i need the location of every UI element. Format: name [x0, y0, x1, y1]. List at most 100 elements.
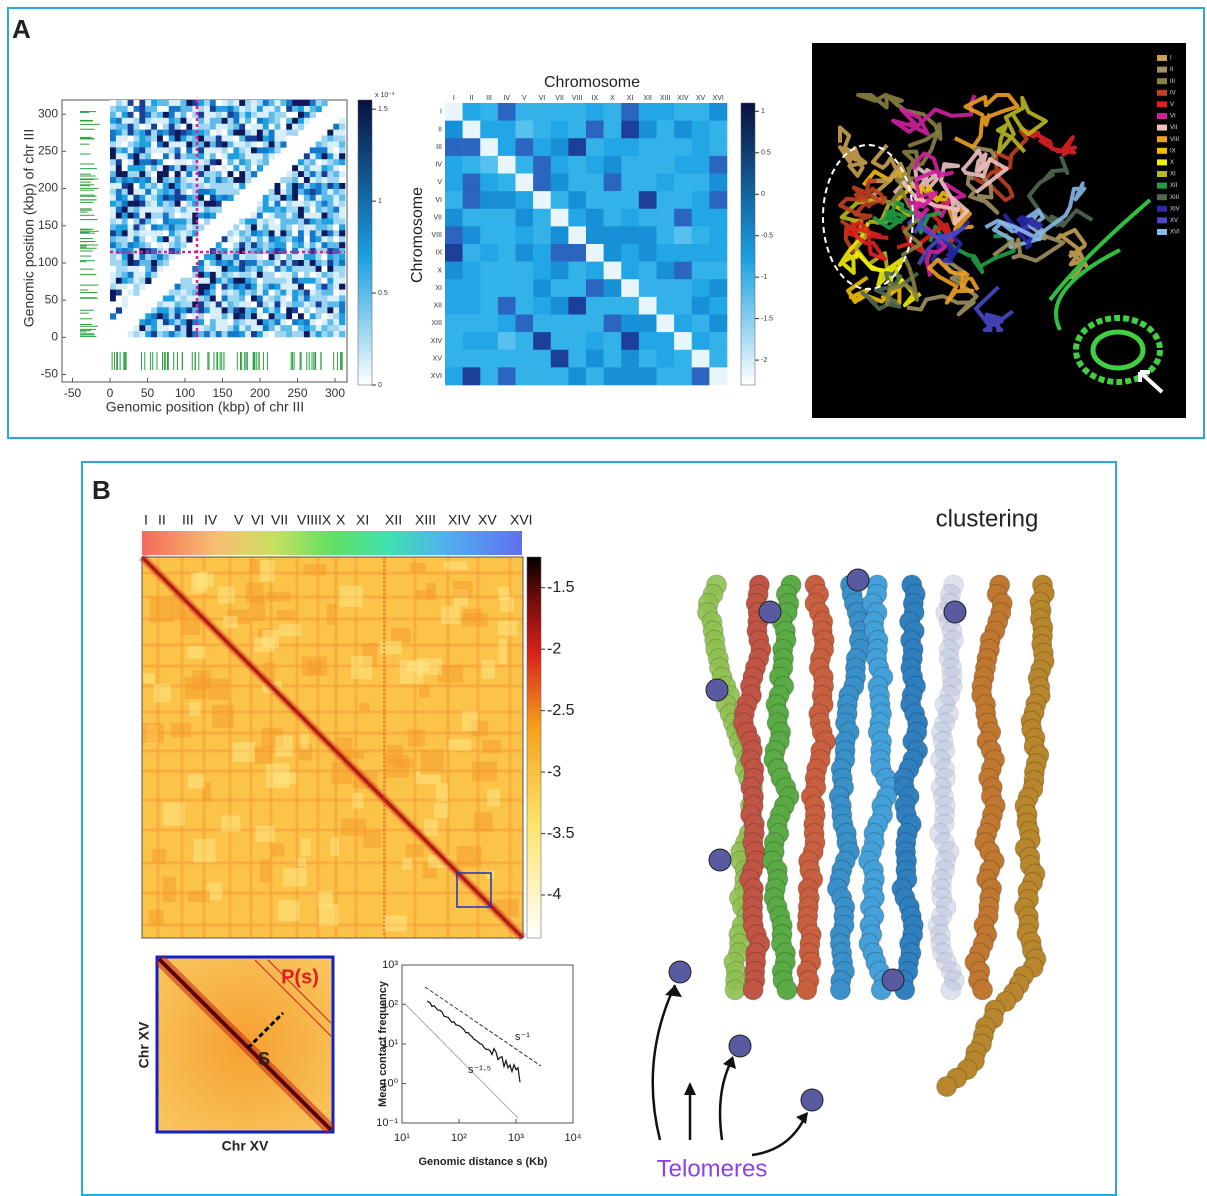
heatmap-cell [251, 284, 257, 290]
heatmap-cell [116, 284, 122, 290]
heatmap-cell [333, 195, 339, 201]
legend-swatch [1157, 67, 1167, 73]
arrow-head [665, 985, 682, 997]
heatmap-cell [604, 297, 622, 315]
heatmap-cell [145, 325, 151, 331]
heatmap-cell [186, 224, 192, 230]
heatmap-cell [210, 290, 216, 296]
heatmap-cell [222, 325, 228, 331]
heatmap-cell [316, 301, 322, 307]
heatmap-cell [128, 189, 134, 195]
heatmap-cell [175, 242, 181, 248]
heatmap-cell [128, 177, 134, 183]
heatmap-cell [639, 315, 657, 333]
heatmap-cell [239, 183, 245, 189]
heatmap-patch [457, 846, 482, 867]
heatmap-cell [339, 331, 345, 337]
heatmap-cell [110, 278, 116, 284]
heatmap-cell [333, 272, 339, 278]
heatmap-cell [586, 297, 604, 315]
heatmap-cell [128, 272, 134, 278]
heatmap-cell [286, 207, 292, 213]
colorbar-tick-label: -4 [547, 886, 561, 903]
heatmap-cell [134, 141, 140, 147]
heatmap-cell [198, 112, 204, 118]
heatmap-cell [139, 242, 145, 248]
heatmap-cell [233, 307, 239, 313]
heatmap-cell [333, 307, 339, 313]
heatmap-cell [239, 100, 245, 106]
heatmap-cell [151, 331, 157, 337]
heatmap-cell [568, 138, 586, 156]
heatmap-cell [263, 325, 269, 331]
heatmap-cell [134, 236, 140, 242]
heatmap-cell [122, 153, 128, 159]
heatmap-cell [257, 307, 263, 313]
heatmap-patch [417, 658, 442, 675]
row-label: I [440, 109, 442, 116]
heatmap-cell [263, 242, 269, 248]
heatmap-cell [310, 106, 316, 112]
heatmap-cell [175, 118, 181, 124]
heatmap-cell [275, 195, 281, 201]
heatmap-cell [304, 254, 310, 260]
bead [725, 980, 745, 1000]
heatmap-cell [216, 195, 222, 201]
heatmap-cell [463, 350, 481, 368]
heatmap-cell [245, 147, 251, 153]
heatmap-cell [533, 121, 551, 139]
column-label: VIII [572, 95, 583, 102]
heatmap-cell [251, 307, 257, 313]
heatmap-cell [116, 230, 122, 236]
heatmap-cell [327, 319, 333, 325]
heatmap-cell [145, 224, 151, 230]
heatmap-cell [122, 124, 128, 130]
heatmap-cell [116, 183, 122, 189]
heatmap-cell [116, 106, 122, 112]
heatmap-cell [310, 301, 316, 307]
heatmap-cell [110, 207, 116, 213]
heatmap-cell [339, 213, 345, 219]
heatmap-cell [110, 236, 116, 242]
heatmap-patch [453, 581, 472, 598]
heatmap-cell [198, 224, 204, 230]
heatmap-cell [568, 262, 586, 280]
heatmap-cell [181, 147, 187, 153]
heatmap-cell [322, 136, 328, 142]
heatmap-cell [163, 325, 169, 331]
slope-label: s⁻¹ [515, 1031, 530, 1043]
heatmap-patch [255, 826, 274, 842]
heatmap-cell [339, 141, 345, 147]
heatmap-cell [128, 153, 134, 159]
heatmap-cell [228, 230, 234, 236]
heatmap-cell [216, 130, 222, 136]
colorbar-tick-label: -1 [761, 274, 767, 281]
heatmap-cell [263, 313, 269, 319]
heatmap-cell [210, 307, 216, 313]
heatmap-cell [145, 272, 151, 278]
heatmap-cell [204, 313, 210, 319]
heatmap-cell [122, 136, 128, 142]
heatmap-cell [586, 138, 604, 156]
heatmap-cell [245, 272, 251, 278]
heatmap-cell [198, 171, 204, 177]
heatmap-cell [280, 130, 286, 136]
heatmap-cell [339, 153, 345, 159]
heatmap-cell [327, 165, 333, 171]
heatmap-cell [692, 350, 710, 368]
heatmap-cell [210, 106, 216, 112]
heatmap-cell [198, 272, 204, 278]
heatmap-cell [516, 226, 534, 244]
heatmap-cell [286, 112, 292, 118]
heatmap-cell [604, 191, 622, 209]
heatmap-cell [134, 165, 140, 171]
heatmap-cell [157, 325, 163, 331]
heatmap-cell [139, 141, 145, 147]
heatmap-cell [151, 153, 157, 159]
heatmap-cell [145, 236, 151, 242]
heatmap-cell [110, 242, 116, 248]
heatmap-cell [210, 130, 216, 136]
x-tick-label: 10⁴ [565, 1132, 582, 1144]
heatmap-cell [228, 266, 234, 272]
heatmap-patch [191, 573, 205, 593]
